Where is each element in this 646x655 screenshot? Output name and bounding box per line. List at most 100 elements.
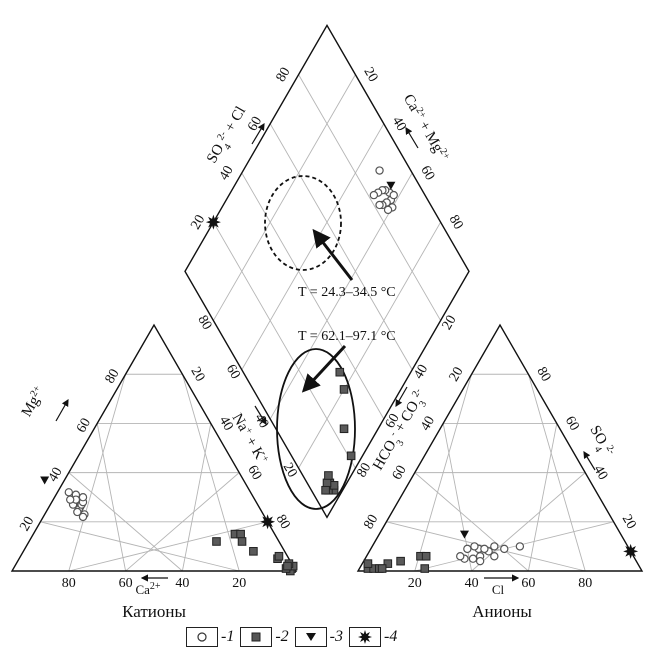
legend-circle-icon: [197, 632, 207, 642]
diamond-lr-tick-60: 60: [383, 411, 403, 431]
diamond-ul-tick-40: 40: [217, 163, 237, 183]
cations-grid-l-3: [40, 521, 240, 572]
cations-left-tick-40: 40: [46, 465, 66, 485]
anions-bottom-tick-20: 20: [408, 576, 422, 591]
group-4-diamond-point-0: [205, 214, 221, 230]
group-1-cation-point-9: [66, 495, 75, 504]
group-2-cation-point-12: [249, 547, 258, 556]
annotation-group-1: T = 24.3–34.5 °C: [298, 285, 396, 300]
anions-left-tick-20: 20: [447, 365, 467, 385]
anions-title: Анионы: [472, 602, 532, 620]
data-points: [40, 166, 639, 576]
group-ellipses: [264, 175, 356, 510]
anions-right-tick-20: 20: [619, 512, 639, 532]
anions-left-tick-60: 60: [390, 463, 410, 483]
cations-bottom-tick-60: 60: [119, 576, 133, 591]
group-1-anion-point-2: [468, 554, 478, 563]
diamond-grid-b-2: [269, 123, 413, 370]
cations-left-tick-80: 80: [103, 367, 123, 387]
group-2-anion-point-7: [420, 564, 430, 573]
group-1-anion-point-13: [475, 556, 485, 566]
frame-layer: [10, 24, 644, 572]
group-1-anion-point-7: [515, 542, 525, 551]
legend-label-3: -3: [329, 628, 343, 645]
diamond-ur-axis-arrow: [405, 126, 419, 149]
anions-frame: [356, 323, 644, 572]
diamond-ur-axis-label: Ca2+ + Mg2+: [400, 91, 453, 165]
diamond-grid-a-3: [213, 74, 356, 321]
group-1-anion-point-1: [456, 552, 465, 561]
group-1-cation-point-13: [73, 507, 82, 517]
anions-left-axis-label: HCO3- + CO32-: [369, 386, 433, 475]
group-2-cation-point-9: [236, 529, 245, 539]
anions-grid-r-0: [414, 521, 614, 572]
group-1-anion-point-5: [490, 552, 499, 561]
anions-right-tick-40: 40: [590, 463, 610, 483]
legend-item-3: -3: [294, 627, 343, 647]
cations-left-axis-label: Mg2+: [17, 383, 48, 419]
cations-grid-r-2: [181, 423, 212, 572]
legend: -1 -2 -3 -4: [186, 624, 466, 650]
group-1-diamond-point-12: [375, 166, 384, 175]
group-1-anion-point-9: [480, 544, 489, 554]
legend-triangle-icon: [305, 633, 316, 641]
group-2-anion-point-9: [377, 564, 387, 573]
diamond-lr-tick-80: 80: [354, 461, 374, 481]
group-2-anion-point-3: [383, 559, 393, 568]
anions-right-axis-label: SO42-: [583, 422, 618, 461]
cations-grid-l-2: [68, 472, 183, 572]
tick-layer: 20 40 60 80 20 40 60 80 20 40 60 80 20 40 60 80 20 40 60 80…: [17, 65, 638, 591]
cations-frame: [10, 323, 298, 572]
group-1-diamond-point-11: [389, 190, 398, 200]
grid-layer: [40, 74, 614, 572]
diamond-frame: [184, 24, 470, 519]
group-2-diamond-point-3: [329, 481, 339, 490]
group-2-diamond-point-8: [339, 424, 349, 434]
group-2-cation-point-7: [274, 551, 284, 561]
diamond-ul-tick-60: 60: [245, 114, 265, 134]
cations-right-tick-40: 40: [216, 414, 236, 434]
cations-grid-r-1: [125, 472, 240, 572]
group-2-anion-point-6: [421, 551, 431, 561]
group-2-diamond-point-5: [321, 485, 330, 495]
legend-star-icon: [357, 630, 372, 644]
group-2-anion-point-4: [396, 556, 405, 566]
diamond-ul-axis-arrow: [251, 122, 265, 145]
group-1-cation-point-10: [64, 488, 74, 497]
anions-left-tick-80: 80: [361, 512, 381, 532]
group-3-anion-point-0: [460, 530, 469, 539]
group-4-cation-point-0: [260, 514, 276, 530]
group-1-diamond-point-9: [375, 200, 384, 210]
cations-left-tick-20: 20: [17, 514, 37, 534]
diamond-lr-tick-40: 40: [411, 362, 431, 382]
group-1-ellipse: [264, 175, 342, 271]
cations-right-tick-80: 80: [273, 512, 293, 532]
anions-bottom-tick-80: 80: [578, 576, 592, 591]
group-1-cation-point-12: [78, 512, 88, 522]
annotation-group-2: T = 62.1–97.1 °C: [298, 329, 396, 344]
diamond-ur-tick-80: 80: [446, 213, 466, 233]
legend-item-4: -4: [348, 627, 397, 647]
legend-item-2: -2: [240, 627, 289, 647]
cations-right-tick-20: 20: [187, 365, 207, 385]
anions-grid-l-2: [414, 472, 529, 572]
group-1-anion-point-10: [470, 542, 479, 551]
group-1-diamond-point-6: [383, 205, 393, 215]
anions-bottom-tick-40: 40: [465, 576, 479, 591]
group-2-cation-point-10: [237, 537, 247, 546]
anions-grid-r-2: [527, 423, 558, 572]
group-3-diamond-point-0: [386, 181, 396, 190]
diamond-ur-tick-40: 40: [389, 114, 409, 134]
cations-bottom-tick-20: 20: [232, 576, 246, 591]
diamond-ll-tick-80: 80: [194, 313, 214, 333]
anions-right-tick-60: 60: [562, 414, 582, 434]
anions-right-tick-80: 80: [533, 365, 553, 385]
legend-square-icon: [251, 632, 261, 642]
group-1-anion-point-6: [500, 544, 509, 554]
group-2-anion-point-8: [363, 559, 373, 568]
group-2-cation-point-5: [283, 561, 292, 571]
arrow-group-2: [301, 344, 347, 393]
diamond-grid-b-3: [298, 74, 441, 321]
anions-bottom-tick-60: 60: [521, 576, 535, 591]
cations-right-tick-60: 60: [244, 463, 264, 483]
